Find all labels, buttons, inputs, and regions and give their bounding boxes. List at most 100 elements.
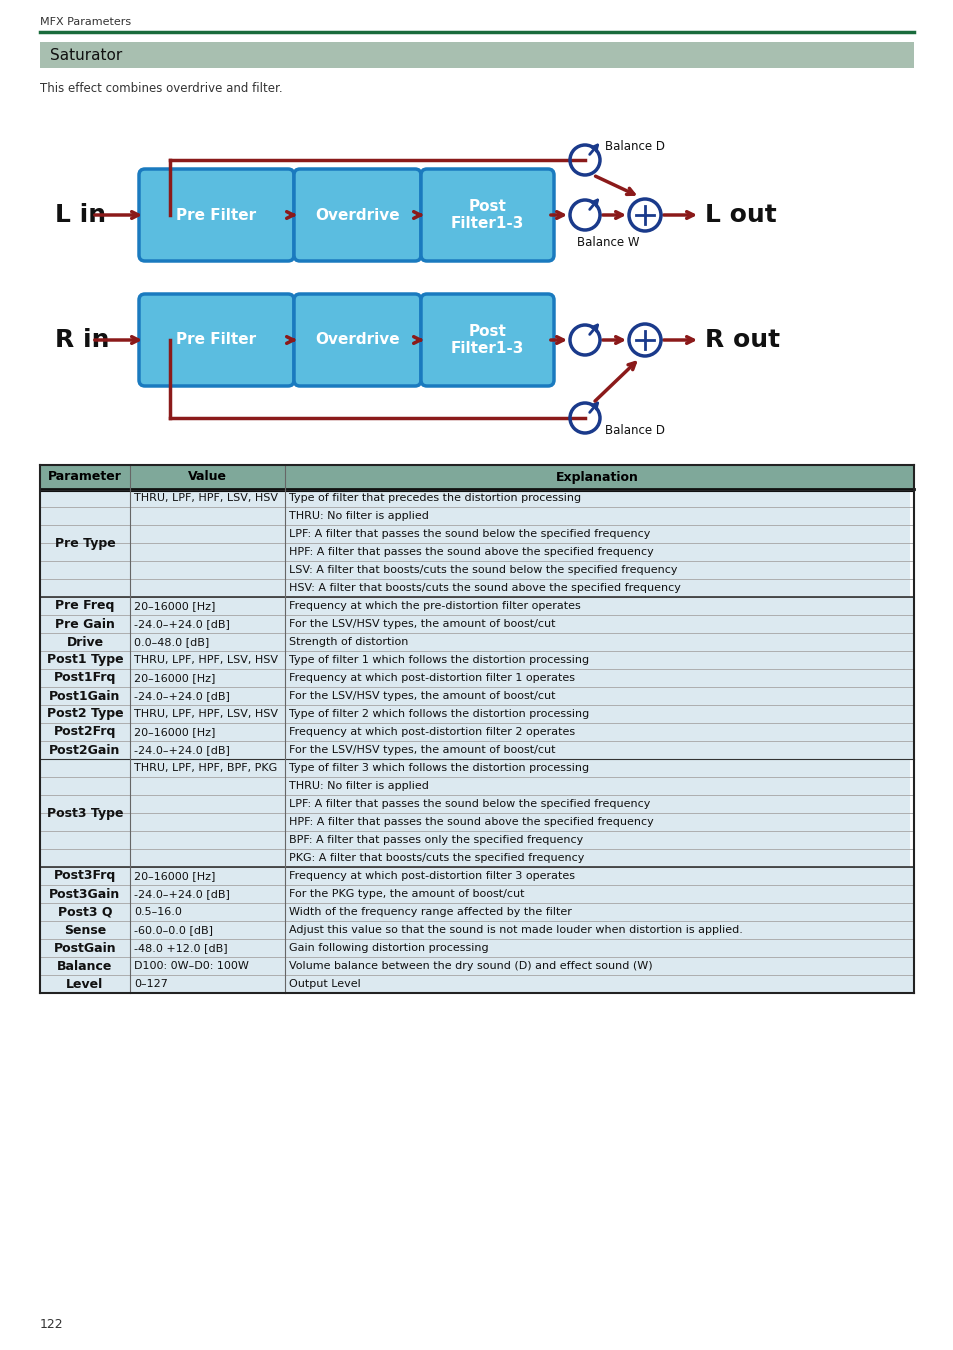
- Text: -48.0 +12.0 [dB]: -48.0 +12.0 [dB]: [133, 944, 228, 953]
- Text: Post1 Type: Post1 Type: [47, 653, 123, 667]
- Text: Drive: Drive: [67, 636, 104, 648]
- Bar: [40, 705, 130, 724]
- Text: HSV: A filter that boosts/cuts the sound above the specified frequency: HSV: A filter that boosts/cuts the sound…: [289, 583, 680, 593]
- Text: For the PKG type, the amount of boost/cut: For the PKG type, the amount of boost/cu…: [289, 890, 524, 899]
- Bar: [130, 849, 909, 867]
- Text: THRU, LPF, HPF, BPF, PKG: THRU, LPF, HPF, BPF, PKG: [133, 763, 277, 774]
- Bar: [40, 687, 913, 705]
- Bar: [40, 921, 913, 940]
- Bar: [40, 651, 130, 670]
- Bar: [40, 921, 913, 940]
- Text: LPF: A filter that passes the sound below the specified frequency: LPF: A filter that passes the sound belo…: [289, 799, 650, 809]
- Bar: [40, 921, 130, 940]
- Bar: [40, 795, 913, 813]
- Text: 20–16000 [Hz]: 20–16000 [Hz]: [133, 871, 215, 882]
- Bar: [40, 886, 913, 903]
- Bar: [40, 616, 130, 633]
- Text: Type of filter 2 which follows the distortion processing: Type of filter 2 which follows the disto…: [289, 709, 589, 720]
- Bar: [130, 525, 909, 543]
- Text: THRU, LPF, HPF, LSV, HSV: THRU, LPF, HPF, LSV, HSV: [133, 493, 277, 504]
- Bar: [40, 616, 913, 633]
- Text: -24.0–+24.0 [dB]: -24.0–+24.0 [dB]: [133, 745, 230, 755]
- Bar: [40, 670, 913, 687]
- Bar: [40, 759, 913, 778]
- Text: Post1Gain: Post1Gain: [50, 690, 121, 702]
- Bar: [40, 832, 913, 849]
- Bar: [40, 940, 913, 957]
- Text: 20–16000 [Hz]: 20–16000 [Hz]: [133, 674, 215, 683]
- Text: Pre Type: Pre Type: [54, 536, 115, 549]
- Text: Frequency at which post-distortion filter 3 operates: Frequency at which post-distortion filte…: [289, 871, 575, 882]
- Text: Post2 Type: Post2 Type: [47, 707, 123, 721]
- FancyBboxPatch shape: [139, 169, 294, 261]
- Text: Explanation: Explanation: [556, 471, 639, 483]
- Text: 122: 122: [40, 1319, 64, 1331]
- Text: This effect combines overdrive and filter.: This effect combines overdrive and filte…: [40, 81, 282, 95]
- Text: PKG: A filter that boosts/cuts the specified frequency: PKG: A filter that boosts/cuts the speci…: [289, 853, 584, 863]
- Text: R out: R out: [704, 328, 780, 352]
- Text: Saturator: Saturator: [50, 47, 122, 62]
- Bar: [40, 687, 913, 705]
- FancyBboxPatch shape: [294, 169, 420, 261]
- Text: Sense: Sense: [64, 923, 106, 937]
- Bar: [40, 579, 913, 597]
- Text: HPF: A filter that passes the sound above the specified frequency: HPF: A filter that passes the sound abov…: [289, 547, 653, 558]
- Bar: [130, 489, 909, 508]
- Bar: [40, 508, 913, 525]
- Bar: [40, 597, 130, 616]
- Text: 0.0–48.0 [dB]: 0.0–48.0 [dB]: [133, 637, 209, 647]
- Bar: [130, 508, 909, 525]
- Text: 20–16000 [Hz]: 20–16000 [Hz]: [133, 728, 215, 737]
- Text: PostGain: PostGain: [53, 941, 116, 954]
- Bar: [40, 562, 913, 579]
- Bar: [40, 724, 913, 741]
- Bar: [40, 741, 130, 759]
- Text: Post3 Type: Post3 Type: [47, 806, 123, 819]
- Bar: [40, 597, 913, 616]
- Text: MFX Parameters: MFX Parameters: [40, 18, 131, 27]
- Text: Pre Gain: Pre Gain: [55, 617, 114, 630]
- Text: Level: Level: [67, 977, 104, 991]
- Text: Strength of distortion: Strength of distortion: [289, 637, 408, 647]
- FancyBboxPatch shape: [420, 169, 554, 261]
- Text: For the LSV/HSV types, the amount of boost/cut: For the LSV/HSV types, the amount of boo…: [289, 745, 555, 755]
- FancyBboxPatch shape: [420, 294, 554, 386]
- Bar: [40, 975, 913, 994]
- Bar: [40, 940, 913, 957]
- Text: For the LSV/HSV types, the amount of boost/cut: For the LSV/HSV types, the amount of boo…: [289, 691, 555, 701]
- Text: THRU: No filter is applied: THRU: No filter is applied: [289, 512, 429, 521]
- Bar: [40, 867, 913, 886]
- Text: Width of the frequency range affected by the filter: Width of the frequency range affected by…: [289, 907, 571, 917]
- Bar: [130, 795, 909, 813]
- Text: Balance W: Balance W: [577, 236, 639, 250]
- Bar: [40, 42, 913, 68]
- Bar: [40, 886, 913, 903]
- Text: Post
Filter1-3: Post Filter1-3: [451, 198, 523, 231]
- Bar: [40, 957, 130, 975]
- Bar: [130, 832, 909, 849]
- Text: THRU: No filter is applied: THRU: No filter is applied: [289, 782, 429, 791]
- Bar: [40, 975, 913, 994]
- Bar: [40, 597, 913, 616]
- Text: Post3 Q: Post3 Q: [58, 906, 112, 918]
- Bar: [40, 543, 913, 562]
- Text: BPF: A filter that passes only the specified frequency: BPF: A filter that passes only the speci…: [289, 836, 582, 845]
- Bar: [40, 687, 130, 705]
- Bar: [130, 579, 909, 597]
- Text: D100: 0W–D0: 100W: D100: 0W–D0: 100W: [133, 961, 249, 971]
- Bar: [40, 778, 913, 795]
- Bar: [40, 489, 130, 597]
- Bar: [40, 957, 913, 975]
- Bar: [40, 489, 913, 508]
- Text: Overdrive: Overdrive: [314, 208, 399, 223]
- Text: Post1Frq: Post1Frq: [53, 671, 116, 684]
- Text: -60.0–0.0 [dB]: -60.0–0.0 [dB]: [133, 925, 213, 936]
- Bar: [40, 651, 913, 670]
- Text: Frequency at which the pre-distortion filter operates: Frequency at which the pre-distortion fi…: [289, 601, 580, 612]
- Text: Frequency at which post-distortion filter 1 operates: Frequency at which post-distortion filte…: [289, 674, 575, 683]
- Bar: [40, 759, 130, 867]
- Bar: [40, 633, 913, 651]
- Bar: [40, 633, 130, 651]
- Text: Post2Gain: Post2Gain: [50, 744, 121, 756]
- Text: Type of filter 3 which follows the distortion processing: Type of filter 3 which follows the disto…: [289, 763, 589, 774]
